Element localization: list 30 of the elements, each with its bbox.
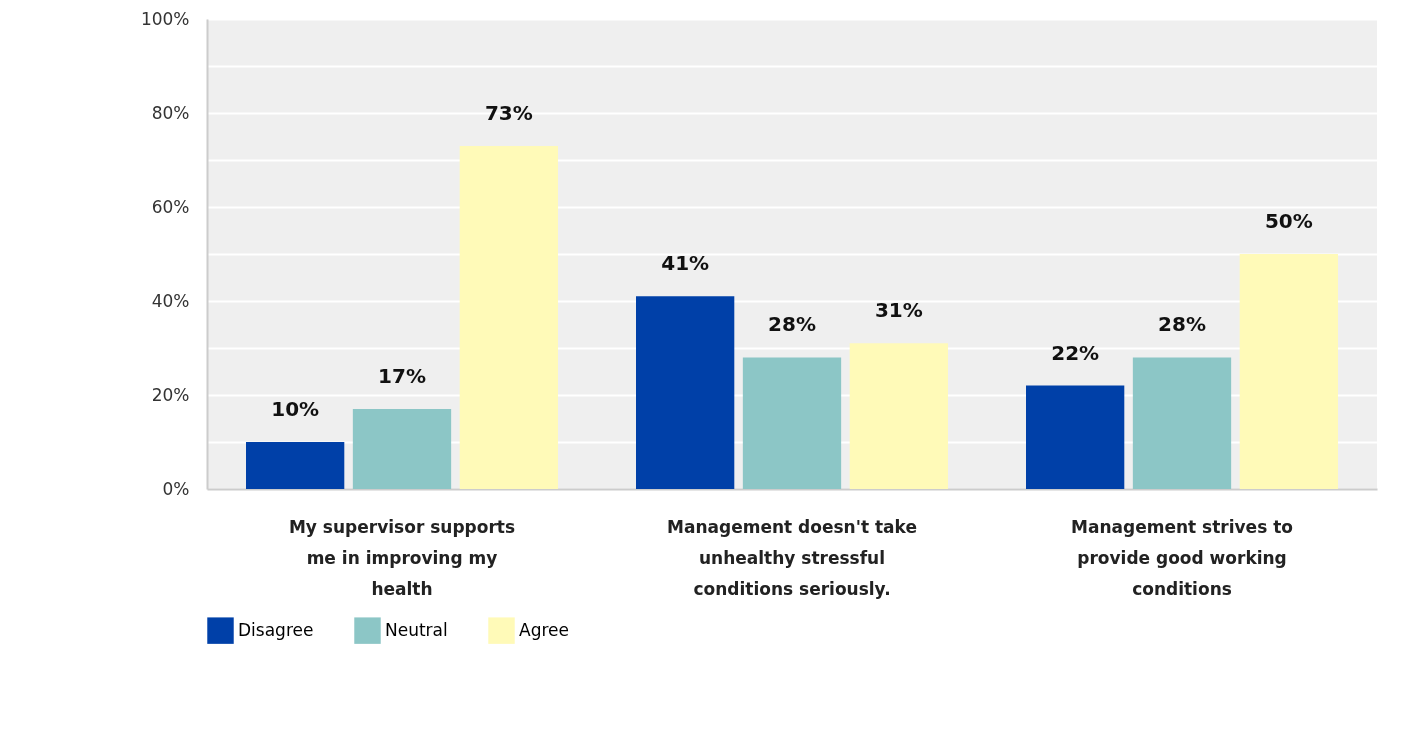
data-label: 17% — [378, 364, 426, 389]
x-tick-label: Management strives to provide good working conditions — [1071, 516, 1293, 599]
data-label: 22% — [1051, 340, 1100, 365]
bar — [1132, 357, 1232, 489]
x-tick-label: My supervisor supports me in improving my health — [288, 516, 516, 599]
data-label: 28% — [768, 312, 816, 337]
y-tick-label: 40% — [151, 290, 190, 311]
bar — [459, 145, 558, 489]
y-tick-label: 100% — [140, 8, 190, 29]
legend-label: Agree — [519, 619, 569, 640]
data-label: 41% — [661, 251, 710, 276]
data-label: 28% — [1158, 312, 1206, 337]
bar — [636, 296, 735, 489]
bar — [742, 357, 842, 489]
y-tick-label: 20% — [151, 384, 190, 405]
data-label: 73% — [484, 100, 533, 125]
y-tick-label: 0% — [162, 478, 190, 499]
legend-label: Disagree — [238, 619, 314, 640]
legend-label: Neutral — [385, 619, 448, 640]
data-label: 50% — [1264, 209, 1313, 233]
bar — [1026, 385, 1125, 489]
bar — [352, 409, 452, 489]
bar — [1239, 254, 1338, 489]
data-label: 31% — [874, 298, 923, 323]
x-tick-label: Management doesn't take unhealthy stressful conditions seriously. — [667, 516, 917, 599]
y-tick-label: 60% — [151, 196, 190, 217]
y-tick-label: 80% — [151, 102, 190, 123]
bar — [246, 442, 345, 489]
data-label: 10% — [271, 397, 320, 421]
bar — [849, 343, 948, 489]
